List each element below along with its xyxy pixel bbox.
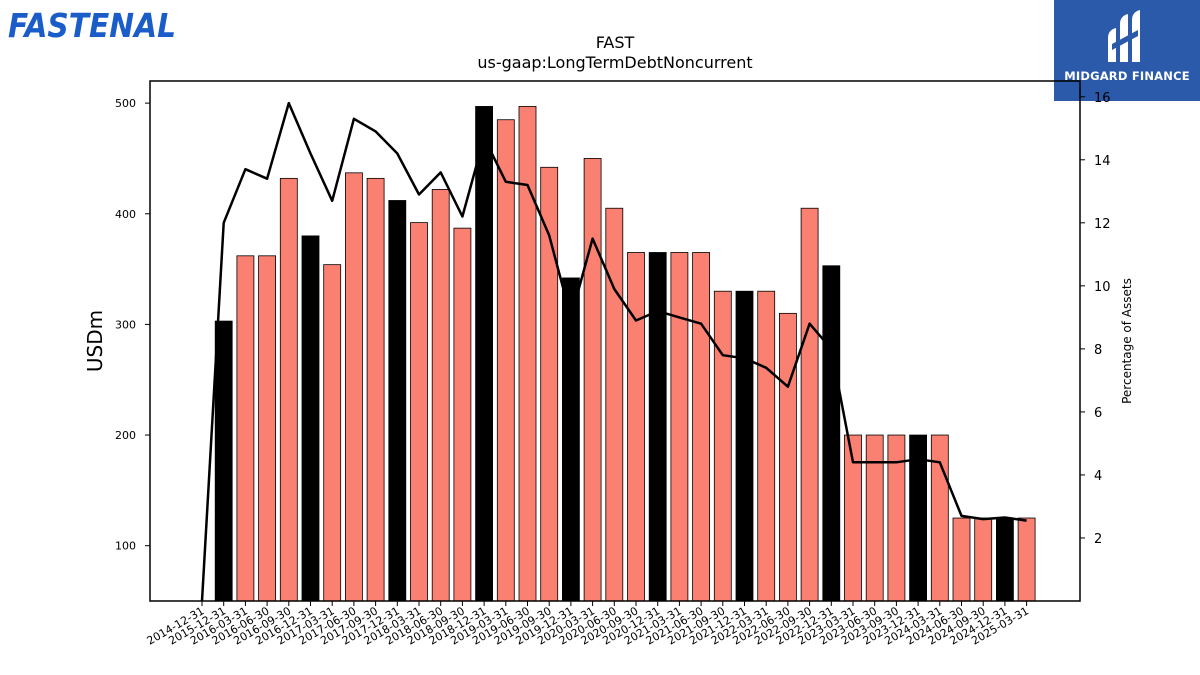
y-tick-label-500: 500 [115, 97, 136, 110]
fastenal-logo: FASTENAL [8, 6, 176, 44]
bar-2020-06-30 [605, 207, 624, 602]
y2-tick-label-8: 8 [1094, 343, 1102, 358]
y-tick-label-100: 100 [115, 540, 136, 553]
bar-2023-09-30 [887, 434, 906, 602]
bar-2020-12-31 [648, 252, 667, 602]
bar-2019-03-31 [496, 119, 515, 602]
bar-2019-12-31 [562, 277, 580, 602]
y-tick-label-300: 300 [115, 318, 136, 331]
y2-tick-label-14: 14 [1094, 154, 1111, 169]
bar-2022-12-31 [822, 265, 841, 602]
bar-2024-03-31 [930, 434, 949, 602]
bar-2022-03-31 [757, 290, 776, 602]
bar-2018-03-31 [410, 222, 428, 602]
bar-2016-12-31 [301, 235, 320, 602]
bar-2015-12-31 [214, 320, 233, 602]
fastenal-logo-text: FASTENAL [8, 6, 176, 44]
bar-2016-03-31 [236, 255, 255, 602]
bar-2024-09-30 [974, 517, 993, 602]
bar-2021-03-31 [670, 252, 689, 602]
bar-2019-06-30 [518, 106, 537, 602]
chart-subtitle: us-gaap:LongTermDebtNoncurrent [477, 53, 752, 72]
y2-tick-label-10: 10 [1094, 280, 1111, 295]
y2-tick-label-2: 2 [1094, 532, 1102, 547]
bar-2021-06-30 [692, 252, 710, 602]
bar-2017-12-31 [388, 200, 407, 602]
bar-2021-12-31 [735, 290, 754, 602]
chart-title: FAST [596, 33, 635, 52]
bar-2017-03-31 [323, 264, 342, 602]
midgard-finance-logo: MIDGARD FINANCE [1054, 0, 1200, 101]
bar-2020-09-30 [627, 252, 645, 602]
y2-tick-label-4: 4 [1094, 469, 1102, 484]
y2-tick-label-6: 6 [1094, 406, 1102, 421]
midgard-logo-text: MIDGARD FINANCE [1064, 69, 1190, 83]
y-tick-label-200: 200 [115, 429, 136, 442]
bar-2022-09-30 [800, 207, 819, 602]
bar-2021-09-30 [713, 290, 732, 602]
bar-2024-12-31 [996, 517, 1014, 602]
bar-2016-06-30 [258, 255, 277, 602]
plot-frame [149, 80, 1081, 602]
y-tick-label-400: 400 [115, 208, 136, 221]
bar-2017-09-30 [366, 177, 385, 602]
bar-2017-06-30 [344, 172, 363, 602]
pct-assets-line [200, 101, 1027, 602]
midgard-emblem-icon [1108, 10, 1140, 62]
y-axis-label: USDm [83, 310, 107, 372]
bar-2016-09-30 [279, 177, 298, 602]
y2-axis-label: Percentage of Assets [1120, 278, 1134, 404]
bar-2018-06-30 [431, 189, 450, 602]
bar-2022-06-30 [779, 312, 797, 602]
y2-tick-label-12: 12 [1094, 217, 1111, 232]
y2-tick-label-16: 16 [1094, 91, 1111, 106]
bar-2025-03-31 [1017, 517, 1036, 602]
bar-2023-06-30 [865, 434, 884, 602]
bar-2024-06-30 [952, 517, 971, 602]
bar-2020-03-31 [583, 158, 602, 602]
bar-2018-12-31 [475, 106, 494, 602]
bar-2018-09-30 [453, 227, 472, 602]
